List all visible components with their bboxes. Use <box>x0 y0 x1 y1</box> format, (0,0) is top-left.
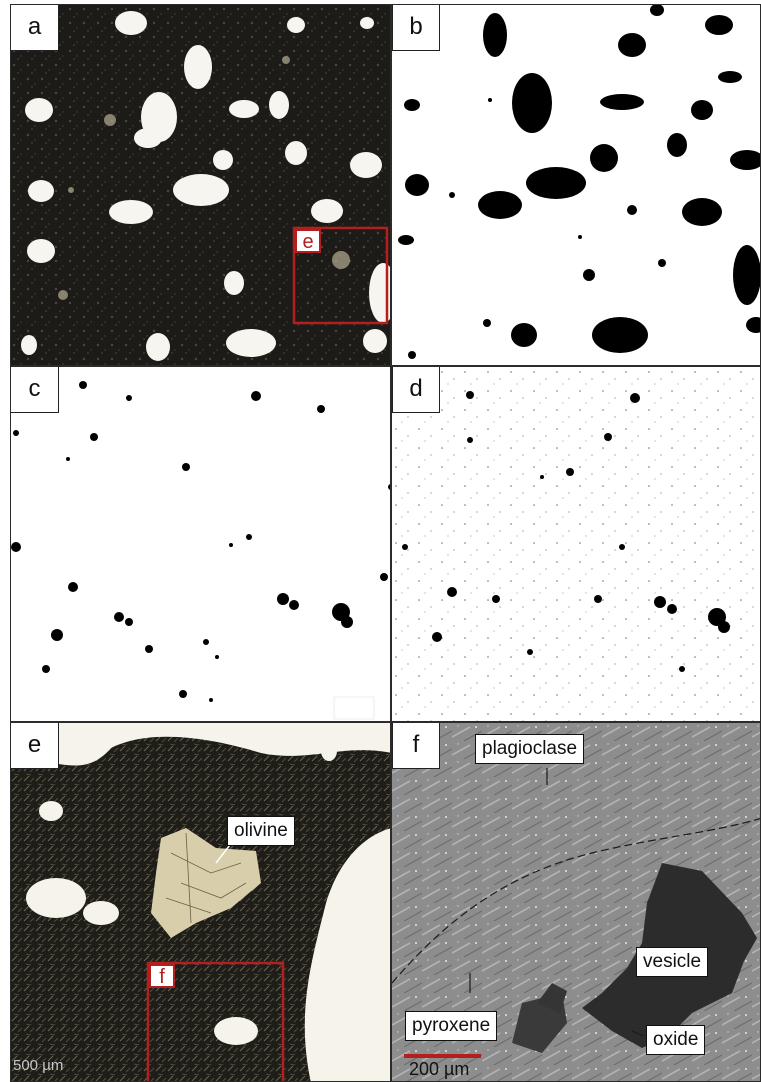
inset-e-label: e <box>295 229 321 253</box>
panel-a: a e <box>10 4 391 366</box>
inset-e-box <box>292 226 389 325</box>
panel-f: f plagioclase vesicle pyroxene oxide 200… <box>391 722 761 1082</box>
panel-e: e olivine f 500 µm <box>10 722 391 1082</box>
panel-e-micrograph <box>11 723 390 1081</box>
olivine-callout: olivine <box>227 816 295 846</box>
panel-d-binary-map <box>392 367 760 721</box>
panel-c: c <box>10 366 391 722</box>
panel-f-label: f <box>392 723 440 769</box>
vesicle-callout: vesicle <box>636 947 709 977</box>
panel-c-label: c <box>11 367 59 413</box>
plagioclase-callout: plagioclase <box>475 734 585 764</box>
oxide-pointer <box>631 1030 645 1037</box>
panel-b-binary-map <box>392 5 760 365</box>
panel-a-label: a <box>11 5 59 51</box>
pyroxene-callout: pyroxene <box>405 1011 498 1041</box>
scale-bar <box>404 1054 481 1058</box>
panel-f-scale-text: 200 µm <box>409 1059 470 1079</box>
panel-c-binary-map <box>11 367 390 721</box>
panel-b: b <box>391 4 761 366</box>
panel-d-label: d <box>392 367 440 413</box>
inset-f-label: f <box>149 964 175 988</box>
panel-e-label: e <box>11 723 59 769</box>
inset-f-box <box>146 961 285 1081</box>
panel-e-scale-text: 500 µm <box>13 1057 64 1074</box>
panel-d: d <box>391 366 761 722</box>
panel-a-micrograph <box>11 5 390 365</box>
panel-b-label: b <box>392 5 440 51</box>
oxide-callout: oxide <box>646 1025 706 1055</box>
